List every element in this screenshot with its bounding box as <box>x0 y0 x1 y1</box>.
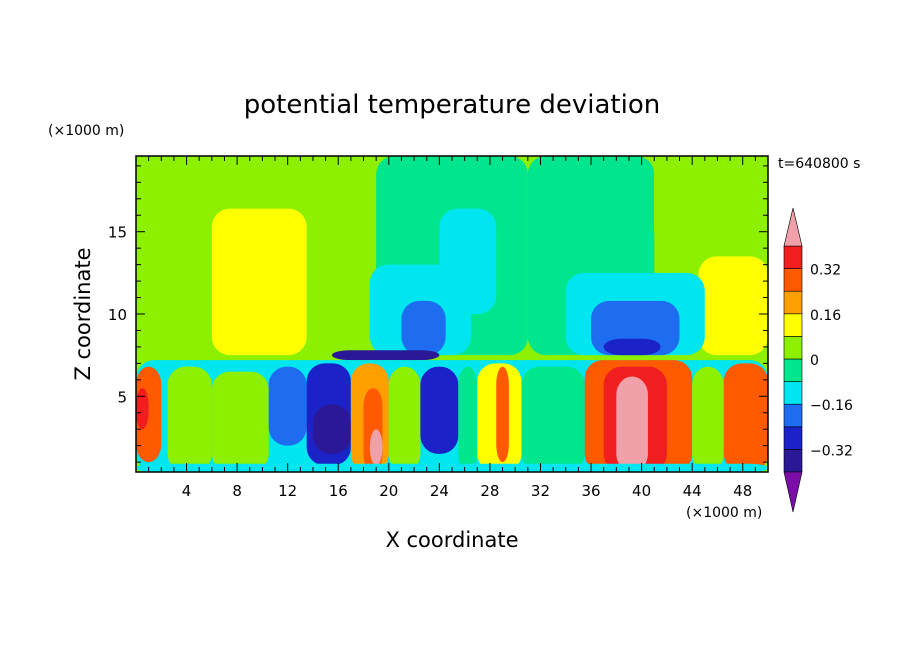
colorbar-box-9 <box>783 245 803 269</box>
x-tick-label: 32 <box>531 482 550 500</box>
colorbar-box-1 <box>783 426 803 450</box>
x-axis: 4 8 12 16 20 24 28 32 36 40 44 48 <box>148 156 756 500</box>
x-tick-label: 36 <box>581 482 600 500</box>
contour-region-13 <box>603 338 661 356</box>
colorbar-top-arrow <box>783 207 803 247</box>
x-unit-label: (×1000 m) <box>686 505 762 521</box>
time-label: t=640800 s <box>778 156 860 172</box>
contour-region-27 <box>458 366 478 472</box>
colorbar-tick-label: 0.16 <box>810 308 841 324</box>
plot-area <box>136 156 768 472</box>
y-axis: 5 10 15 <box>108 165 768 463</box>
colorbar-box-8 <box>783 268 803 292</box>
colorbar-box-0 <box>783 449 803 473</box>
x-tick-label: 8 <box>232 482 242 500</box>
y-tick-label: 5 <box>117 388 127 406</box>
x-tick-label: 44 <box>683 482 702 500</box>
y-tick-label: 15 <box>108 224 127 242</box>
colorbar-box-7 <box>783 290 803 315</box>
contour-region-4 <box>654 156 768 249</box>
contour-region-29 <box>496 366 509 463</box>
contour-region-30 <box>521 366 585 472</box>
contour-region-5 <box>211 208 307 356</box>
colorbar-tick-label: 0 <box>810 353 819 369</box>
colorbar-box-4 <box>783 358 803 382</box>
contour-region-24 <box>369 429 383 466</box>
contour-region-6 <box>698 256 768 356</box>
x-tick-label: 20 <box>379 482 398 500</box>
contour-region-33 <box>616 376 648 472</box>
colorbar: 0.32 0.16 0 −0.16 −0.32 <box>783 207 853 513</box>
contour-region-25 <box>388 366 421 472</box>
x-tick-label: 40 <box>632 482 651 500</box>
contour-region-12 <box>331 350 440 361</box>
contour-region-1 <box>312 156 389 224</box>
contour-region-19 <box>268 366 307 446</box>
x-tick-label: 24 <box>430 482 449 500</box>
contour-region-18 <box>211 371 269 472</box>
colorbar-box-3 <box>783 381 803 405</box>
contour-region-10 <box>401 300 446 356</box>
y-axis-label: Z coordinate <box>71 247 95 380</box>
contour-region-17 <box>167 366 212 472</box>
y-unit-label: (×1000 m) <box>48 123 124 139</box>
colorbar-box-5 <box>783 336 803 360</box>
x-tick-label: 48 <box>733 482 752 500</box>
x-tick-label: 12 <box>278 482 297 500</box>
contour-region-21 <box>312 404 351 454</box>
contour-region-26 <box>420 366 459 454</box>
colorbar-tick-label: 0.32 <box>810 263 841 279</box>
x-tick-label: 16 <box>329 482 348 500</box>
contour-region-34 <box>692 366 724 472</box>
colorbar-box-2 <box>783 403 803 428</box>
x-tick-label: 4 <box>182 482 192 500</box>
colorbar-bottom-arrow <box>783 471 803 513</box>
colorbar-tick-label: −0.16 <box>810 398 853 414</box>
contour-region-16 <box>136 388 149 430</box>
chart-title: potential temperature deviation <box>244 90 660 120</box>
x-axis-label: X coordinate <box>385 528 518 552</box>
y-tick-label: 10 <box>108 306 127 324</box>
x-tick-label: 28 <box>480 482 499 500</box>
colorbar-tick-label: −0.32 <box>810 443 853 459</box>
colorbar-box-6 <box>783 313 803 337</box>
